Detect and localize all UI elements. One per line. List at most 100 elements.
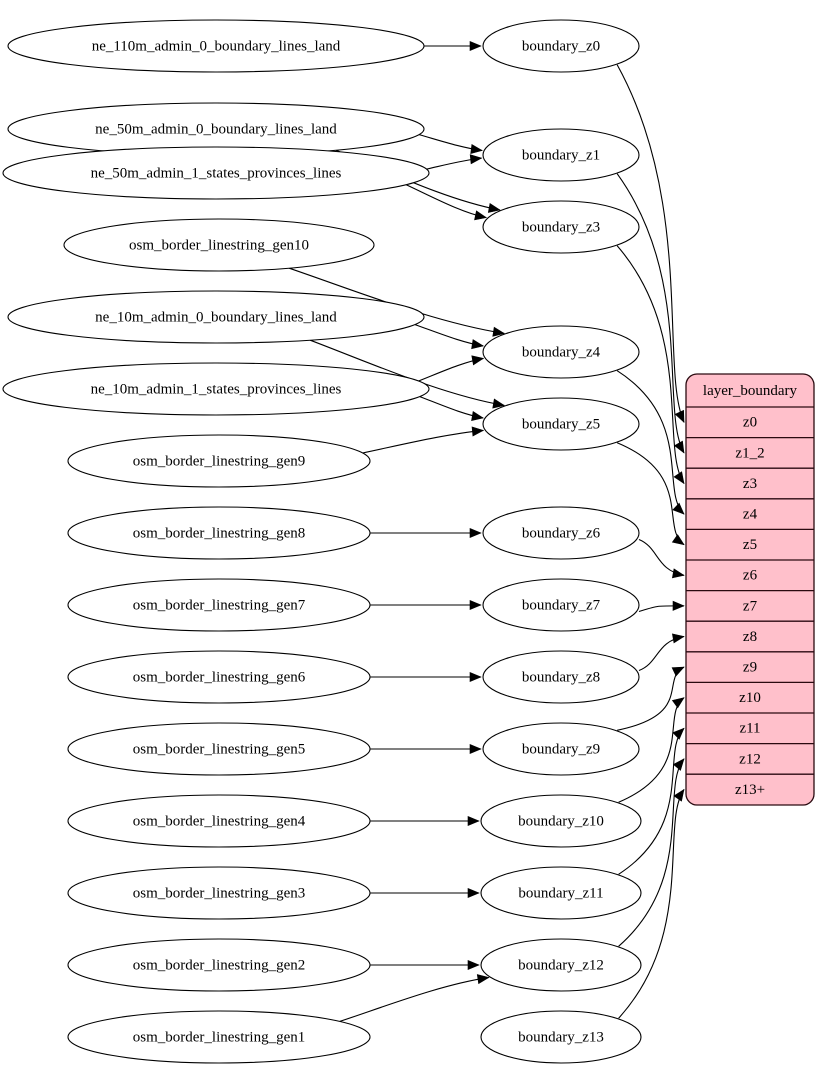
node-ellipse[interactable] [482, 325, 640, 379]
node-label: boundary_z6 [522, 525, 601, 541]
source-node-ne_110m_admin_0_boundary_lines_land[interactable]: ne_110m_admin_0_boundary_lines_land [7, 19, 425, 73]
node-ellipse[interactable] [482, 650, 640, 704]
table-row-z6[interactable]: z6 [686, 560, 814, 591]
edge-ne_50m_admin_1_states_provinces_lines-to-boundary_z1 [426, 154, 483, 170]
edge-ne_10m_admin_1_states_provinces_lines-to-boundary_z5 [419, 396, 484, 421]
boundary-node-boundary_z8[interactable]: boundary_z8 [482, 650, 640, 704]
nodes-layer: ne_110m_admin_0_boundary_lines_land ne_50… [2, 19, 642, 1064]
boundary-node-boundary_z7[interactable]: boundary_z7 [482, 578, 640, 632]
edge-boundary_z13-to-table-z13+ [618, 788, 685, 1019]
boundary-node-boundary_z0[interactable]: boundary_z0 [482, 19, 640, 73]
source-node-osm_border_linestring_gen9[interactable]: osm_border_linestring_gen9 [67, 434, 371, 488]
boundary-node-boundary_z10[interactable]: boundary_z10 [480, 794, 642, 848]
source-node-osm_border_linestring_gen4[interactable]: osm_border_linestring_gen4 [67, 794, 371, 848]
node-label: ne_110m_admin_0_boundary_lines_land [92, 38, 341, 54]
edge-boundary_z8-to-table-z8 [638, 633, 685, 672]
edge-ne_110m_admin_0_boundary_lines_land-to-boundary_z0 [424, 40, 482, 52]
node-label: osm_border_linestring_gen3 [133, 885, 305, 901]
node-ellipse[interactable] [67, 938, 371, 992]
table-row-z9[interactable]: z9 [686, 652, 814, 683]
node-ellipse[interactable] [7, 19, 425, 73]
node-ellipse[interactable] [480, 938, 642, 992]
node-ellipse[interactable] [67, 506, 371, 560]
node-label: osm_border_linestring_gen9 [133, 453, 305, 469]
table-cell-label: z0 [743, 415, 757, 431]
source-node-osm_border_linestring_gen7[interactable]: osm_border_linestring_gen7 [67, 578, 371, 632]
table-row-z11[interactable]: z11 [686, 713, 814, 744]
table-row-z0[interactable]: z0 [686, 407, 814, 438]
node-ellipse[interactable] [67, 722, 371, 776]
node-label: boundary_z1 [522, 147, 600, 163]
boundary-node-boundary_z11[interactable]: boundary_z11 [480, 866, 642, 920]
source-node-ne_10m_admin_0_boundary_lines_land[interactable]: ne_10m_admin_0_boundary_lines_land [7, 290, 425, 344]
node-label: osm_border_linestring_gen2 [133, 957, 305, 973]
boundary-node-boundary_z6[interactable]: boundary_z6 [482, 506, 640, 560]
node-label: osm_border_linestring_gen6 [133, 669, 306, 685]
node-label: osm_border_linestring_gen5 [133, 741, 305, 757]
boundary-node-boundary_z4[interactable]: boundary_z4 [482, 325, 640, 379]
boundary-node-boundary_z1[interactable]: boundary_z1 [482, 128, 640, 182]
boundary-node-boundary_z3[interactable]: boundary_z3 [482, 200, 640, 254]
node-ellipse[interactable] [67, 1010, 371, 1064]
node-ellipse[interactable] [482, 397, 640, 451]
boundary-node-boundary_z9[interactable]: boundary_z9 [482, 722, 640, 776]
edge-boundary_z5-to-table-z5 [616, 442, 685, 546]
edge-osm_border_linestring_gen4-to-boundary_z10 [370, 815, 480, 827]
source-node-osm_border_linestring_gen5[interactable]: osm_border_linestring_gen5 [67, 722, 371, 776]
table-cell-label: z5 [743, 537, 757, 553]
table-row-z5[interactable]: z5 [686, 529, 814, 560]
node-ellipse[interactable] [482, 128, 640, 182]
source-node-ne_50m_admin_1_states_provinces_lines[interactable]: ne_50m_admin_1_states_provinces_lines [2, 146, 430, 200]
node-ellipse[interactable] [482, 722, 640, 776]
table-cell-label: z10 [739, 690, 761, 706]
source-node-osm_border_linestring_gen1[interactable]: osm_border_linestring_gen1 [67, 1010, 371, 1064]
node-ellipse[interactable] [480, 1010, 642, 1064]
boundary-node-boundary_z12[interactable]: boundary_z12 [480, 938, 642, 992]
node-ellipse[interactable] [67, 650, 371, 704]
node-ellipse[interactable] [67, 578, 371, 632]
source-node-osm_border_linestring_gen6[interactable]: osm_border_linestring_gen6 [67, 650, 371, 704]
table-row-z13+[interactable]: z13+ [686, 774, 814, 805]
node-ellipse[interactable] [67, 866, 371, 920]
node-ellipse[interactable] [482, 578, 640, 632]
table-cell-label: z1_2 [735, 445, 764, 461]
node-label: osm_border_linestring_gen8 [133, 525, 305, 541]
table-row-z12[interactable]: z12 [686, 744, 814, 775]
node-ellipse[interactable] [480, 866, 642, 920]
edge-boundary_z3-to-table-z3 [616, 245, 685, 485]
node-label: boundary_z8 [522, 669, 600, 685]
table-cell-label: z8 [743, 629, 757, 645]
source-node-ne_10m_admin_1_states_provinces_lines[interactable]: ne_10m_admin_1_states_provinces_lines [2, 362, 430, 416]
node-ellipse[interactable] [67, 794, 371, 848]
node-ellipse[interactable] [482, 506, 640, 560]
table-cell-label: z13+ [735, 782, 765, 798]
node-ellipse[interactable] [7, 290, 425, 344]
source-node-ne_50m_admin_0_boundary_lines_land[interactable]: ne_50m_admin_0_boundary_lines_land [7, 102, 425, 156]
node-ellipse[interactable] [67, 434, 371, 488]
node-label: ne_50m_admin_0_boundary_lines_land [95, 121, 337, 137]
node-ellipse[interactable] [63, 218, 375, 272]
edge-boundary_z7-to-table-z7 [638, 600, 685, 613]
edge-osm_border_linestring_gen8-to-boundary_z6 [370, 527, 482, 539]
node-ellipse[interactable] [482, 19, 640, 73]
boundary-node-boundary_z13[interactable]: boundary_z13 [480, 1010, 642, 1064]
node-ellipse[interactable] [480, 794, 642, 848]
node-ellipse[interactable] [2, 362, 430, 416]
source-node-osm_border_linestring_gen2[interactable]: osm_border_linestring_gen2 [67, 938, 371, 992]
table-row-z7[interactable]: z7 [686, 591, 814, 622]
node-ellipse[interactable] [482, 200, 640, 254]
boundary-node-boundary_z5[interactable]: boundary_z5 [482, 397, 640, 451]
layer-boundary-table-header: layer_boundary [703, 383, 798, 399]
table-row-z8[interactable]: z8 [686, 621, 814, 652]
table-cell-label: z9 [743, 660, 757, 676]
table-row-z4[interactable]: z4 [686, 499, 814, 530]
table-row-z3[interactable]: z3 [686, 468, 814, 499]
node-label: boundary_z10 [518, 813, 604, 829]
source-node-osm_border_linestring_gen3[interactable]: osm_border_linestring_gen3 [67, 866, 371, 920]
table-row-z10[interactable]: z10 [686, 682, 814, 713]
table-row-z1_2[interactable]: z1_2 [686, 438, 814, 469]
node-ellipse[interactable] [2, 146, 430, 200]
edge-ne_10m_admin_1_states_provinces_lines-to-boundary_z4 [418, 355, 485, 382]
source-node-osm_border_linestring_gen10[interactable]: osm_border_linestring_gen10 [63, 218, 375, 272]
source-node-osm_border_linestring_gen8[interactable]: osm_border_linestring_gen8 [67, 506, 371, 560]
